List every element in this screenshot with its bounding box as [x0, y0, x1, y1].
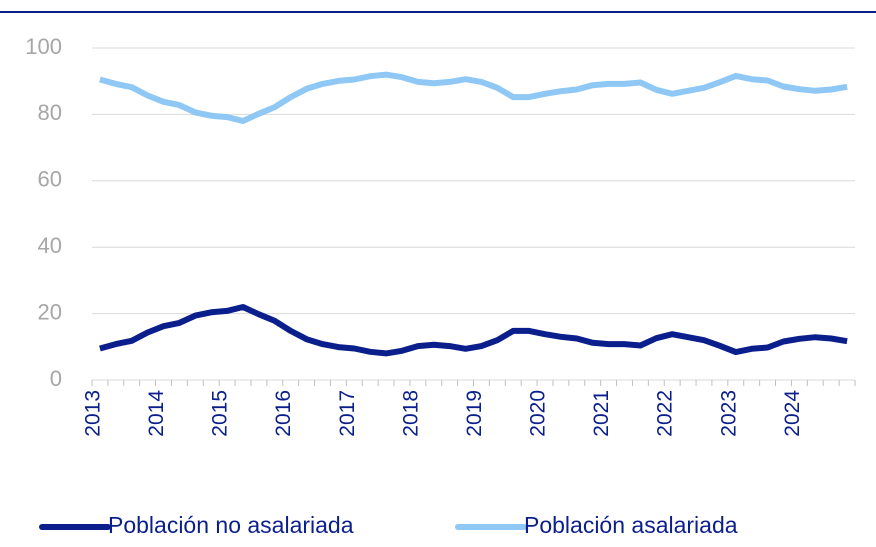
y-tick-label: 100 — [25, 34, 62, 59]
series-line — [99, 304, 848, 357]
x-tick-label: 2018 — [399, 390, 422, 437]
x-tick-label: 2022 — [654, 390, 677, 437]
series-line — [99, 71, 848, 124]
y-tick-label: 80 — [38, 100, 62, 125]
x-tick-label: 2019 — [463, 390, 486, 437]
x-tick-label: 2013 — [81, 390, 104, 437]
x-tick-label: 2020 — [527, 390, 550, 437]
x-tick-label: 2016 — [272, 390, 295, 437]
legend-label: Población no asalariada — [108, 512, 354, 538]
y-tick-label: 40 — [38, 233, 62, 258]
legend-label: Población asalariada — [524, 512, 738, 538]
x-tick-label: 2021 — [590, 390, 613, 437]
x-tick-label: 2015 — [209, 390, 232, 437]
x-tick-label: 2017 — [336, 390, 359, 437]
x-tick-label: 2023 — [717, 390, 740, 437]
x-tick-label: 2024 — [781, 390, 804, 437]
x-tick-label: 2014 — [145, 390, 168, 437]
y-tick-label: 0 — [50, 366, 62, 391]
y-tick-label: 60 — [38, 167, 62, 192]
y-tick-label: 20 — [38, 299, 62, 324]
